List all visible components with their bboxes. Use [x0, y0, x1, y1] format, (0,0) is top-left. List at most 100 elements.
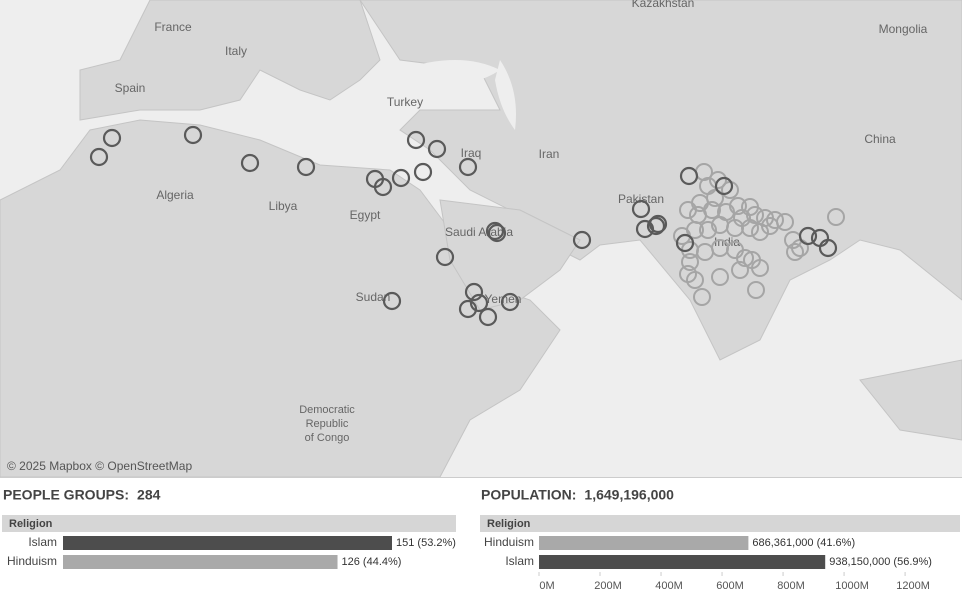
- marker: [631, 199, 651, 219]
- country-label: Algeria: [156, 188, 194, 202]
- map-attribution: © 2025 Mapbox © OpenStreetMap: [7, 459, 192, 473]
- x-tick-label: 800M: [777, 580, 805, 592]
- marker: [798, 226, 818, 246]
- marker: [572, 230, 592, 250]
- country-label: Mongolia: [879, 22, 928, 36]
- x-tick-label: 200M: [594, 580, 622, 592]
- x-tick-label: 600M: [716, 580, 744, 592]
- marker: [646, 216, 666, 236]
- value-label: 126 (44.4%): [342, 556, 402, 568]
- marker: [500, 292, 520, 312]
- country-label: Saudi Arabia: [445, 225, 513, 239]
- header-row: [2, 515, 456, 532]
- marker: [413, 162, 433, 182]
- bar: [539, 536, 749, 550]
- x-tick-label: 400M: [655, 580, 683, 592]
- bar: [63, 555, 338, 569]
- country-label: Iraq: [461, 146, 482, 160]
- value-label: 938,150,000 (56.9%): [829, 556, 932, 568]
- country-label: Pakistan: [618, 192, 664, 206]
- x-tick-label: 0M: [539, 580, 554, 592]
- country-label: Italy: [225, 44, 247, 58]
- country-label: Egypt: [350, 208, 381, 222]
- bar: [63, 536, 392, 550]
- marker: [827, 208, 845, 226]
- marker: [102, 128, 122, 148]
- marker: [711, 268, 729, 286]
- category-label: Hinduism: [484, 535, 534, 549]
- marker: [89, 147, 109, 167]
- black-sea: [400, 60, 500, 86]
- marker: [711, 216, 729, 234]
- marker: [679, 166, 699, 186]
- marker: [699, 221, 717, 239]
- header-label: Religion: [487, 518, 531, 530]
- marker: [296, 157, 316, 177]
- country-label: Spain: [115, 81, 146, 95]
- marker: [382, 291, 402, 311]
- marker: [731, 261, 749, 279]
- country-label: France: [154, 20, 192, 34]
- marker: [818, 238, 838, 258]
- marker: [469, 293, 489, 313]
- country-label: Libya: [269, 199, 298, 213]
- marker: [693, 288, 711, 306]
- country-label: China: [864, 132, 896, 146]
- country-label: of Congo: [305, 432, 350, 444]
- marker: [391, 168, 411, 188]
- marker: [458, 157, 478, 177]
- marker: [458, 299, 478, 319]
- bar: [539, 555, 826, 569]
- chart-title: PEOPLE GROUPS:: [3, 487, 129, 503]
- header-row: [480, 515, 960, 532]
- header-label: Religion: [9, 518, 53, 530]
- marker: [714, 176, 734, 196]
- category-label: Islam: [505, 554, 534, 568]
- category-label: Hinduism: [7, 554, 57, 568]
- country-label: Sudan: [356, 290, 391, 304]
- marker: [648, 214, 668, 234]
- marker: [681, 253, 699, 271]
- marker: [761, 217, 779, 235]
- chart-total: 1,649,196,000: [584, 487, 674, 503]
- marker: [435, 247, 455, 267]
- marker: [686, 271, 704, 289]
- marker: [766, 211, 784, 229]
- marker: [747, 281, 765, 299]
- marker: [751, 259, 769, 277]
- marker: [679, 201, 697, 219]
- chart-title: POPULATION:: [481, 487, 576, 503]
- marker: [485, 221, 505, 241]
- x-tick-label: 1000M: [835, 580, 869, 592]
- marker: [736, 249, 754, 267]
- marker: [709, 171, 727, 189]
- country-label: Democratic: [299, 404, 355, 416]
- value-label: 151 (53.2%): [396, 537, 456, 549]
- chart-total: 284: [137, 487, 161, 503]
- marker: [464, 282, 484, 302]
- marker: [478, 307, 498, 327]
- marker: [427, 139, 447, 159]
- country-label: Iran: [539, 147, 560, 161]
- map-labels: Kazakhstan France Italy Spain Turkey Mongolia…: [115, 0, 928, 444]
- marker: [751, 223, 769, 241]
- category-label: Islam: [28, 535, 57, 549]
- divider: [0, 477, 962, 478]
- marker: [729, 197, 747, 215]
- caspian-sea: [495, 60, 516, 130]
- marker: [373, 177, 393, 197]
- marker: [675, 233, 695, 253]
- marker: [703, 201, 721, 219]
- marker: [487, 223, 507, 243]
- x-tick-label: 1200M: [896, 580, 930, 592]
- map-markers: [89, 125, 845, 327]
- charts: PEOPLE GROUPS: 284 Religion Islam 151 (53.2%…: [2, 487, 960, 592]
- country-label: Republic: [306, 418, 349, 430]
- country-label: India: [714, 235, 740, 249]
- marker: [240, 153, 260, 173]
- country-label: Turkey: [387, 95, 423, 109]
- marker: [786, 243, 804, 261]
- value-label: 686,361,000 (41.6%): [752, 537, 855, 549]
- marker: [406, 130, 426, 150]
